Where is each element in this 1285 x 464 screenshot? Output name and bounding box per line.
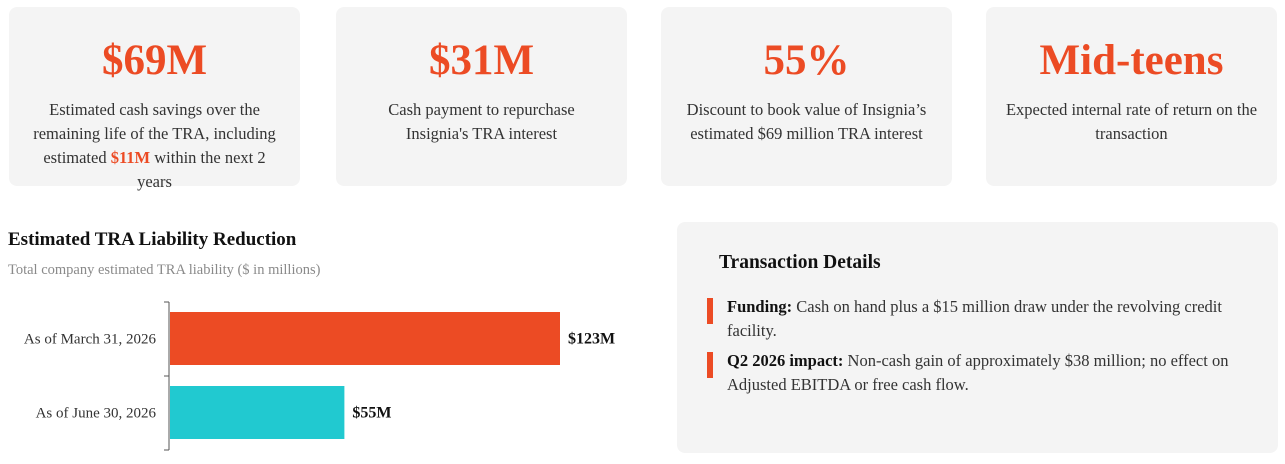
kpi-value: $69M (101, 37, 208, 84)
bar-chart: As of March 31, 2026 $123M As of June 30, … (24, 301, 615, 451)
details-item-funding: Funding: Cash on hand plus a $15 million… (707, 295, 1237, 343)
details-item-text: Q2 2026 impact: Non-cash gain of approxi… (727, 349, 1237, 397)
data-label: $123M (568, 331, 615, 348)
kpi-card-cash-savings: $69M Estimated cash savings over the rem… (9, 7, 300, 191)
y-tick-label: As of March 31, 2026 (24, 332, 157, 348)
kpi-description-text: Estimated cash savings over the remainin… (33, 100, 276, 167)
bar-0 (170, 312, 560, 365)
kpi-value: $31M (428, 37, 535, 84)
kpi-description: Expected internal rate of return on the … (1005, 100, 1258, 143)
kpi-highlight: $11M (110, 148, 151, 167)
details-title: Transaction Details (719, 252, 881, 273)
kpi-description: Estimated cash savings over the remainin… (30, 98, 280, 194)
kpi-card-discount: 55% Discount to book value of Insignia’s… (661, 7, 952, 186)
chart-title: Estimated TRA Liability Reduction (8, 229, 297, 250)
details-item-text: Funding: Cash on hand plus a $15 million… (727, 295, 1237, 343)
kpi-value: 55% (763, 37, 850, 84)
accent-bar (707, 352, 713, 378)
details-item-q2-impact: Q2 2026 impact: Non-cash gain of approxi… (707, 349, 1237, 397)
transaction-details-panel: Transaction Details Funding: Cash on han… (677, 222, 1278, 453)
bar-1 (170, 386, 345, 439)
details-item-label: Funding: (727, 297, 793, 316)
details-item-body: Cash on hand plus a $15 million draw und… (727, 297, 1222, 340)
kpi-card-cash-payment: $31M Cash payment to repurchase Insignia… (336, 7, 627, 186)
kpi-card-irr: Mid-teens Expected internal rate of retu… (986, 7, 1277, 186)
kpi-description-text: within the next 2 years (137, 148, 266, 191)
accent-bar (707, 298, 713, 324)
details-item-body: Non-cash gain of approximately $38 milli… (727, 351, 1229, 394)
y-tick-label: As of June 30, 2026 (36, 406, 157, 422)
kpi-description: Discount to book value of Insignia’s est… (686, 100, 927, 143)
chart-subtitle: Total company estimated TRA liability ($… (8, 262, 321, 278)
kpi-value: Mid-teens (1039, 37, 1224, 84)
data-label: $55M (352, 405, 391, 422)
details-item-label: Q2 2026 impact: (727, 351, 844, 370)
kpi-description: Cash payment to repurchase Insignia's TR… (388, 100, 575, 143)
